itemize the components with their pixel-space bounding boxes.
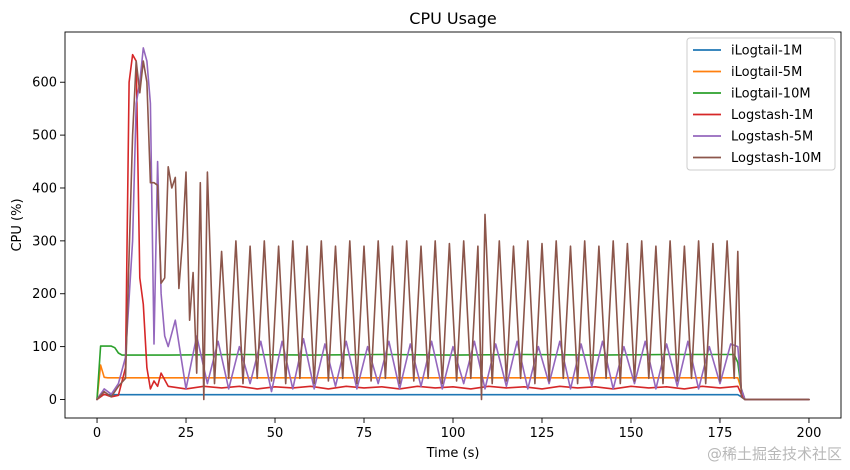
x-tick-label: 100 bbox=[441, 426, 466, 441]
legend-label-ilogtail-10m: iLogtail-10M bbox=[731, 87, 811, 102]
watermark: @稀土掘金技术社区 bbox=[706, 445, 842, 463]
series-line-logstash-10m bbox=[96, 60, 810, 401]
y-tick-label: 300 bbox=[32, 234, 57, 249]
y-tick-label: 500 bbox=[32, 129, 57, 144]
legend: iLogtail-1M iLogtail-5M iLogtail-10M Logsta… bbox=[686, 37, 836, 171]
series-line-logstash-5m bbox=[96, 47, 810, 401]
x-tick-label: 75 bbox=[356, 426, 373, 441]
x-tick-label: 50 bbox=[267, 426, 284, 441]
chart-title: CPU Usage bbox=[409, 9, 496, 28]
legend-label-ilogtail-5m: iLogtail-5M bbox=[731, 65, 802, 80]
legend-label-logstash-10m: Logstash-10M bbox=[731, 151, 822, 166]
legend-label-ilogtail-1m: iLogtail-1M bbox=[731, 44, 802, 59]
y-tick-label: 100 bbox=[32, 340, 57, 355]
x-tick-label: 25 bbox=[178, 426, 195, 441]
y-tick-label: 400 bbox=[32, 181, 57, 196]
series-layer bbox=[96, 47, 810, 401]
x-tick-label: 0 bbox=[93, 426, 101, 441]
y-axis: 0 100 200 300 400 500 600 bbox=[32, 76, 65, 408]
y-tick-label: 0 bbox=[49, 393, 57, 408]
x-axis-label: Time (s) bbox=[426, 446, 480, 461]
x-tick-label: 200 bbox=[797, 426, 822, 441]
legend-label-logstash-5m: Logstash-5M bbox=[731, 130, 813, 145]
x-tick-label: 175 bbox=[708, 426, 733, 441]
legend-label-logstash-1m: Logstash-1M bbox=[731, 108, 813, 123]
x-tick-label: 150 bbox=[619, 426, 644, 441]
y-tick-label: 600 bbox=[32, 76, 57, 91]
y-tick-label: 200 bbox=[32, 287, 57, 302]
x-axis: 0 25 50 75 100 125 150 175 200 bbox=[93, 418, 821, 441]
y-axis-label: CPU (%) bbox=[10, 198, 25, 251]
series-line-logstash-1m bbox=[96, 53, 810, 401]
series-line-ilogtail-10m bbox=[96, 345, 810, 401]
legend-box bbox=[686, 37, 836, 171]
x-tick-label: 125 bbox=[530, 426, 555, 441]
